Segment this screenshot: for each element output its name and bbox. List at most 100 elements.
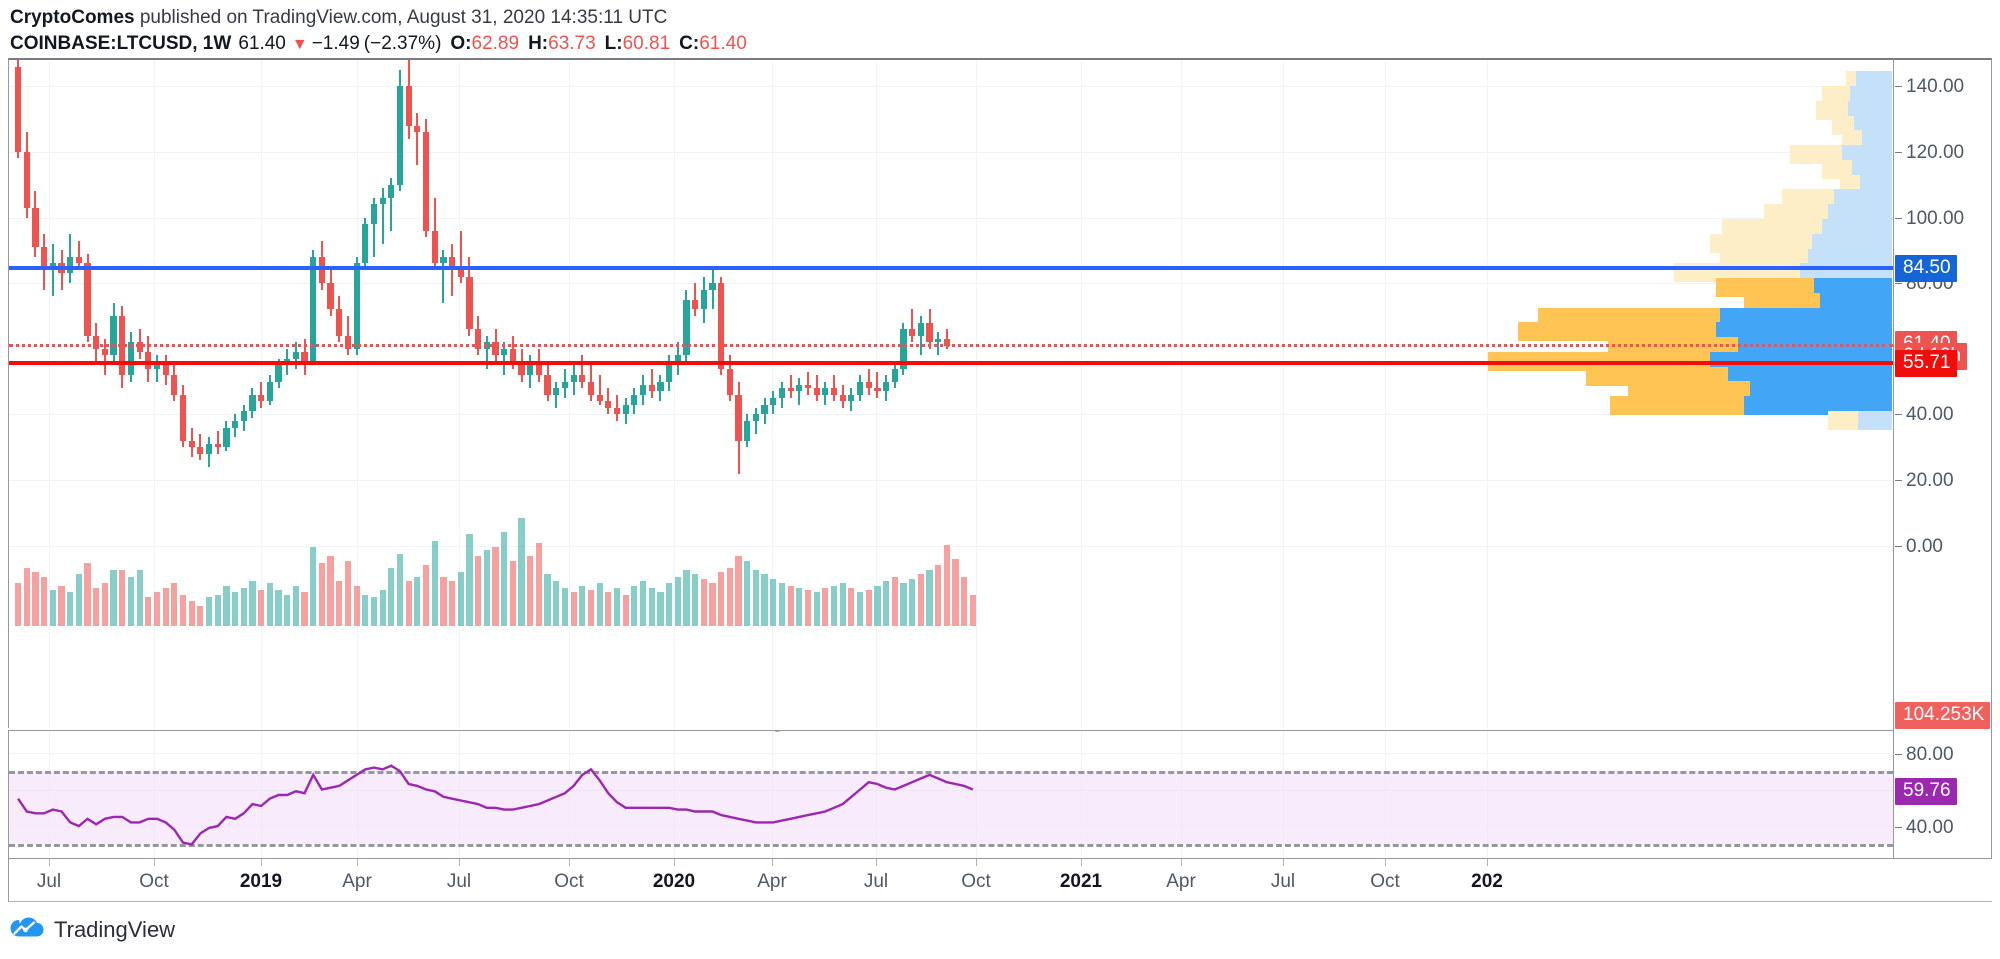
candle-body xyxy=(856,381,864,395)
volume-profile-sell-segment xyxy=(1720,248,1808,268)
price-pane[interactable] xyxy=(8,58,1893,728)
candle-body xyxy=(570,375,577,382)
grid-line-vertical xyxy=(976,60,977,728)
candle-body xyxy=(700,289,707,310)
candle-body xyxy=(396,86,404,185)
candle-body xyxy=(153,361,161,369)
candle-body xyxy=(926,322,933,343)
time-axis-tick xyxy=(569,859,570,866)
candle-body xyxy=(735,394,742,441)
candle-wick xyxy=(216,430,219,454)
candle-body xyxy=(579,375,586,382)
volume-bar xyxy=(84,563,91,626)
candle-body xyxy=(639,384,647,395)
rsi-series-path xyxy=(17,764,974,846)
candle-wick xyxy=(815,375,818,402)
volume-bar xyxy=(909,578,916,626)
time-axis-tick xyxy=(357,859,358,866)
candle-wick xyxy=(867,368,870,395)
candle-wick xyxy=(919,316,922,356)
candle-body xyxy=(778,388,786,399)
volume-bar xyxy=(145,596,152,626)
volume-bar xyxy=(631,585,638,626)
rsi-axis-badge[interactable]: 59.76 xyxy=(1895,777,1957,805)
candle-wick xyxy=(806,371,809,395)
volume-profile-sell-segment xyxy=(1628,381,1750,401)
volume-bar xyxy=(969,594,976,626)
volume-bar xyxy=(58,585,65,626)
volume-profile-row xyxy=(9,189,1893,209)
candle-body xyxy=(501,348,508,356)
time-axis-label: Jul xyxy=(446,871,472,892)
grid-line-horizontal xyxy=(9,414,1893,416)
close-label: C: xyxy=(679,33,700,54)
volume-profile-sell-segment xyxy=(1842,130,1862,150)
candle-body xyxy=(310,256,317,362)
candle-body xyxy=(726,368,733,395)
price-level-support-overlay[interactable] xyxy=(9,360,1893,365)
volume-bar xyxy=(883,581,890,626)
volume-bar xyxy=(587,590,595,626)
grid-line-horizontal xyxy=(9,545,1893,547)
volume-profile-row xyxy=(9,219,1893,239)
price-level-last_price_dotted-overlay[interactable] xyxy=(9,344,1893,348)
rsi-axis-tick xyxy=(1895,753,1902,755)
rsi-midline xyxy=(9,789,1893,791)
candle-body xyxy=(179,394,187,441)
volume-profile-buy-segment xyxy=(1822,219,1892,239)
symbol-quote-line: COINBASE:LTCUSD, 1W 61.40 ▼ −1.49 (−2.37%) O:… xyxy=(10,32,2000,57)
price-axis-tick xyxy=(1895,86,1902,88)
volume-profile-row xyxy=(9,86,1893,106)
price-axis-tick xyxy=(1895,545,1902,547)
volume-profile-row xyxy=(9,248,1893,268)
price-level-resistance-overlay[interactable] xyxy=(9,266,1893,271)
volume-bar xyxy=(518,518,525,626)
volume-profile-buy-segment xyxy=(1852,159,1892,179)
time-axis-label: 2020 xyxy=(652,871,696,892)
volume-axis-badge[interactable]: 104.253K xyxy=(1895,702,1991,729)
volume-bar xyxy=(666,583,673,626)
price-axis-badge-resistance[interactable]: 84.50 xyxy=(1895,255,1957,283)
volume-bar xyxy=(553,581,560,626)
published-text: published on TradingView.com, August 31,… xyxy=(139,7,668,28)
volume-bar xyxy=(943,545,950,626)
candle-body xyxy=(813,388,820,395)
time-axis-label: Apr xyxy=(342,871,372,892)
footer: TradingView xyxy=(10,910,175,950)
time-axis-label: Oct xyxy=(961,871,991,892)
candle-body xyxy=(370,204,378,225)
candle-body xyxy=(883,381,890,392)
time-axis-tick xyxy=(1181,859,1182,866)
candle-wick xyxy=(390,178,393,231)
price-axis-label: 100.00 xyxy=(1906,207,1965,229)
tradingview-brand-label: TradingView xyxy=(54,917,176,942)
candle-body xyxy=(718,283,725,369)
candle-body xyxy=(353,263,360,349)
price-axis[interactable]: 140.00 120.00 100.00 80.00 40.00 20.00 0.00 84.… xyxy=(1893,58,1992,858)
rsi-level-30 xyxy=(9,844,1893,848)
volume-profile-sell-segment xyxy=(1790,145,1842,165)
volume-bar xyxy=(492,547,499,626)
volume-bar xyxy=(266,583,273,626)
price-axis-badge-support[interactable]: 55.71 xyxy=(1895,349,1957,377)
candle-wick xyxy=(77,240,80,271)
candle-body xyxy=(292,352,299,359)
volume-bar xyxy=(648,587,655,626)
volume-bar xyxy=(327,556,334,626)
candle-body xyxy=(223,427,230,448)
candle-wick xyxy=(372,197,375,257)
volume-bar xyxy=(101,583,108,626)
grid-line-horizontal xyxy=(9,480,1893,482)
candle-wick xyxy=(833,375,836,402)
volume-bar xyxy=(292,585,299,626)
grid-line-vertical xyxy=(1081,60,1082,728)
rsi-axis-label: 40.00 xyxy=(1906,817,1954,839)
volume-bar xyxy=(874,585,881,626)
volume-profile-sell-segment xyxy=(1822,86,1850,106)
time-axis-tick xyxy=(154,859,155,866)
high-value: 63.73 xyxy=(548,33,596,54)
candle-body xyxy=(344,335,352,349)
rsi-pane[interactable] xyxy=(8,730,1893,858)
time-axis[interactable]: Jul Oct 2019 Apr Jul Oct 2020 Apr Jul Oct 2021 Apr J… xyxy=(8,858,1992,902)
